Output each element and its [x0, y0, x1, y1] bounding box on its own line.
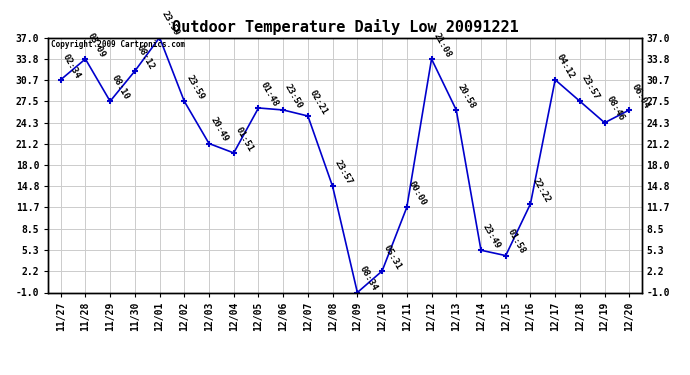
- Text: 22:22: 22:22: [531, 176, 552, 204]
- Text: 06:04: 06:04: [629, 82, 651, 110]
- Text: 01:51: 01:51: [234, 125, 255, 153]
- Text: 23:59: 23:59: [184, 74, 206, 101]
- Text: 01:58: 01:58: [506, 228, 527, 256]
- Text: 04:12: 04:12: [555, 52, 576, 80]
- Text: 05:31: 05:31: [382, 243, 404, 271]
- Text: 23:50: 23:50: [283, 82, 304, 110]
- Text: 08:34: 08:34: [357, 265, 379, 292]
- Text: 02:34: 02:34: [61, 52, 82, 80]
- Text: Copyright 2009 Cartronics.com: Copyright 2009 Cartronics.com: [51, 40, 186, 49]
- Text: 08:46: 08:46: [604, 95, 626, 123]
- Text: 23:59: 23:59: [159, 10, 181, 38]
- Text: 23:57: 23:57: [580, 74, 601, 101]
- Text: 02:21: 02:21: [308, 88, 329, 116]
- Text: 01:48: 01:48: [259, 80, 279, 108]
- Text: 08:10: 08:10: [110, 74, 131, 101]
- Text: 21:08: 21:08: [431, 31, 453, 59]
- Title: Outdoor Temperature Daily Low 20091221: Outdoor Temperature Daily Low 20091221: [172, 19, 518, 35]
- Text: 03:09: 03:09: [86, 31, 107, 59]
- Text: 23:49: 23:49: [481, 222, 502, 250]
- Text: 20:49: 20:49: [209, 116, 230, 144]
- Text: 08:12: 08:12: [135, 43, 156, 71]
- Text: 20:58: 20:58: [456, 82, 477, 110]
- Text: 23:57: 23:57: [333, 159, 354, 186]
- Text: 00:00: 00:00: [407, 180, 428, 207]
